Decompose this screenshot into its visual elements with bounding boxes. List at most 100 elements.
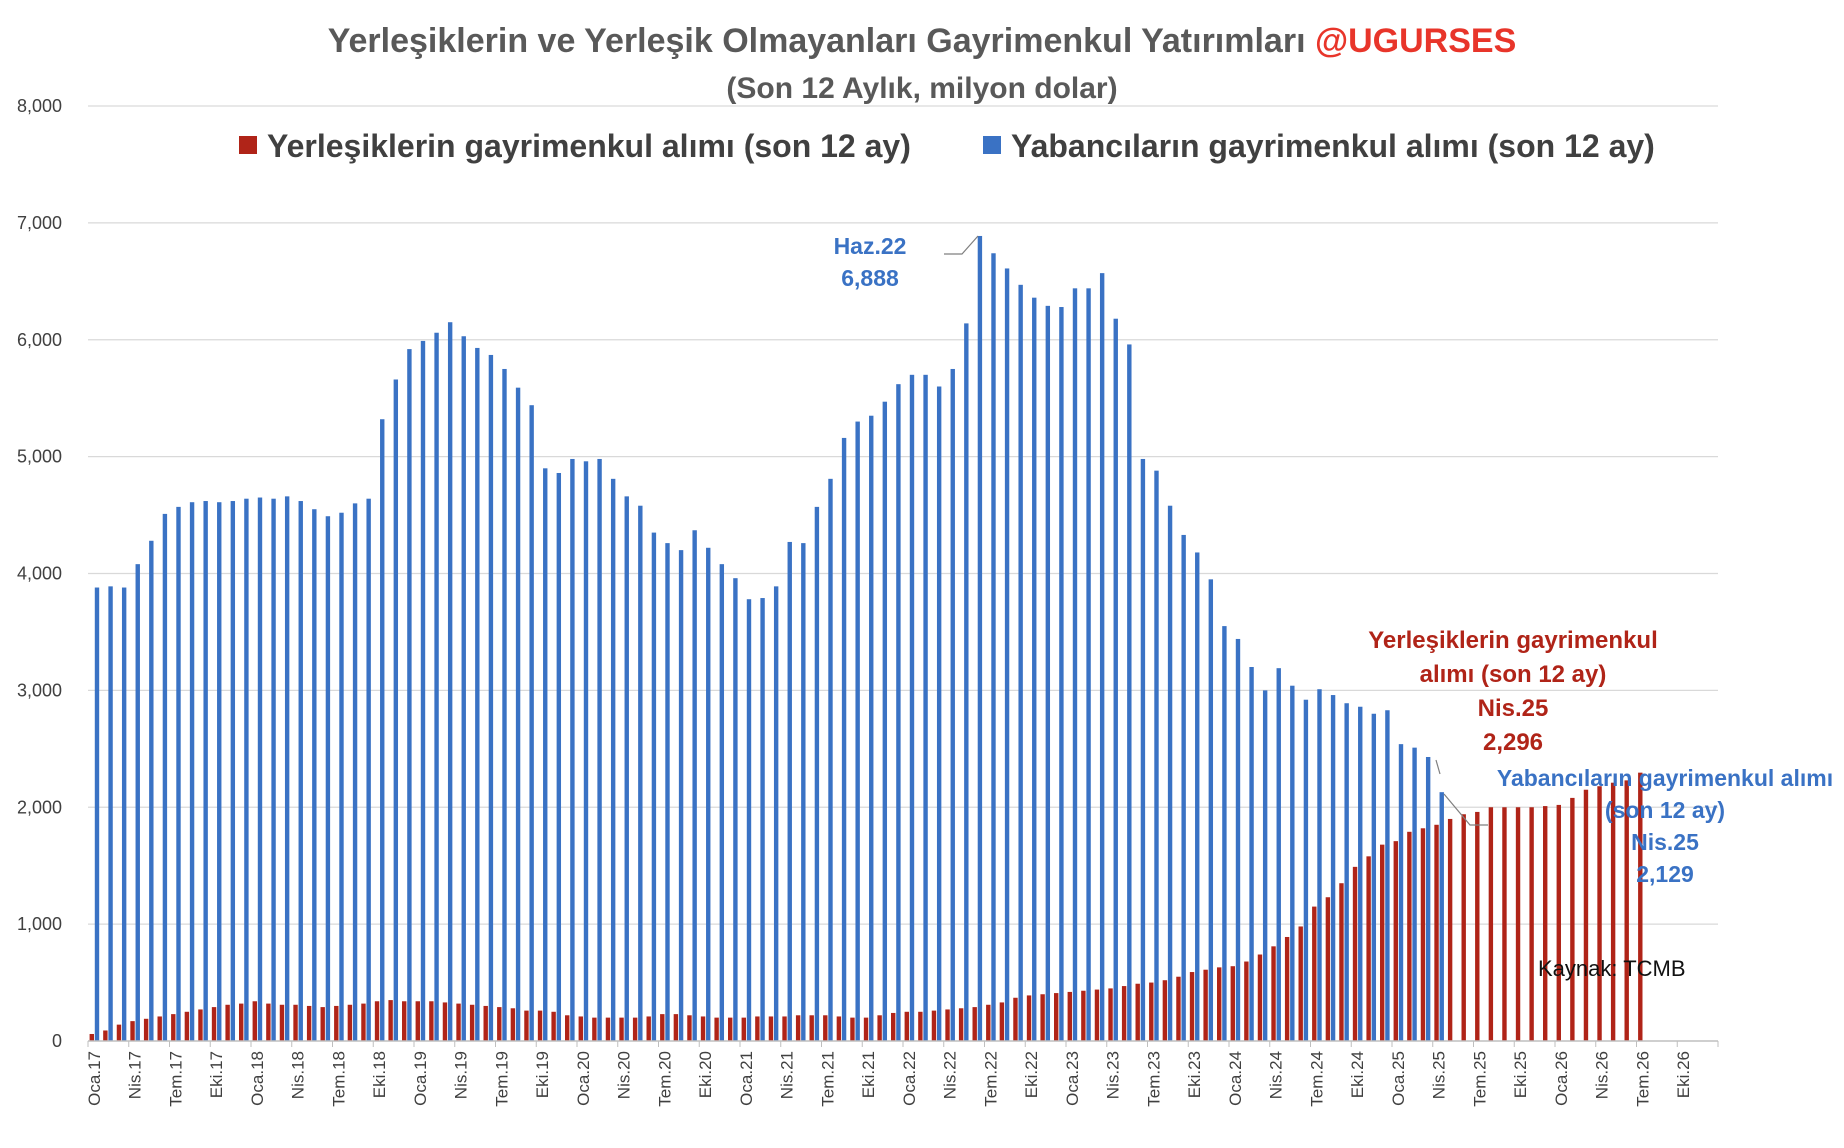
bar-yerlesikler [782,1016,787,1041]
bar-yabancilar [624,496,629,1041]
bar-yerlesikler [1434,824,1439,1041]
bar-yerlesikler [1488,807,1494,1041]
x-tick-label: Tem.20 [655,1051,674,1107]
bar-yabancilar [1371,713,1377,1041]
bar-yerlesikler [823,1015,828,1041]
bar-yerlesikler [1149,982,1154,1041]
red-annotation-line1: Yerleşiklerin gayrimenkul [1368,627,1658,654]
bar-yabancilar [1113,318,1118,1041]
x-tick-label: Tem.24 [1307,1051,1326,1107]
peak-date-label: Haz.22 [834,233,907,259]
bar-yabancilar [217,502,222,1041]
blue-leader-line [1443,793,1488,826]
bar-yabancilar [1344,703,1349,1041]
peak-value-label: 6,888 [841,265,899,291]
bar-yabancilar [162,513,168,1041]
bar-yerlesikler [143,1018,149,1041]
bar-yerlesikler [184,1011,190,1041]
chart-subtitle: (Son 12 Aylık, milyon dolar) [726,72,1117,105]
bar-yabancilar [1222,626,1227,1041]
bar-yerlesikler [1475,811,1480,1041]
bar-yabancilar [529,405,534,1041]
chart-title-main: Yerleşiklerin ve Yerleşik Olmayanları Ga… [328,22,1315,60]
bar-yabancilar [1249,667,1254,1041]
bar-yerlesikler [619,1017,624,1041]
bar-yerlesikler [320,1007,325,1041]
bar-yerlesikler [1447,818,1453,1041]
bar-yerlesikler [1570,797,1575,1041]
bar-yabancilar [896,384,901,1042]
bar-yabancilar [1018,284,1023,1042]
bar-yerlesikler [103,1030,108,1041]
bar-yabancilar [325,516,331,1041]
bar-yerlesikler [1461,814,1466,1041]
y-axis-ticks: 0 1,000 2,000 3,000 4,000 5,000 6,000 7,000 8,00… [17,96,62,1051]
bar-yerlesikler [1352,866,1358,1041]
x-tick-label: Oca.25 [1389,1051,1408,1106]
bar-yerlesikler [741,1017,746,1041]
red-series-annotation: Yerleşiklerin gayrimenkul alımı (son 12 … [1368,627,1658,775]
red-annotation-date: Nis.25 [1478,695,1549,722]
x-tick-label: Nis.20 [615,1051,634,1099]
bar-yerlesikler [1556,804,1561,1041]
bar-yabancilar [339,512,344,1041]
bar-yabancilar [1303,699,1309,1041]
bar-yabancilar [597,458,602,1041]
y-tick-label: 8,000 [17,96,62,116]
x-tick-label: Oca.24 [1226,1051,1245,1106]
bar-yerlesikler [1583,789,1589,1041]
bar-yabancilar [230,501,236,1042]
bar-yabancilar [244,498,249,1041]
bar-yerlesikler [809,1015,814,1041]
bar-yerlesikler [918,1011,923,1041]
x-tick-label: Tem.23 [1144,1051,1163,1107]
x-tick-label: Eki.21 [859,1051,878,1098]
y-tick-label: 2,000 [17,797,62,817]
bar-yabancilar [583,461,589,1041]
bar-yabancilar [1167,505,1173,1041]
bar-yabancilar [746,599,752,1041]
bar-yabancilar [977,235,983,1042]
bar-yerlesikler [1597,786,1602,1041]
bar-yerlesikler [700,1016,706,1041]
bar-yerlesikler [211,1007,217,1041]
bar-yerlesikler [116,1024,122,1041]
bar-yerlesikler [863,1017,869,1041]
bar-yabancilar [1317,689,1322,1041]
bar-yerlesikler [1638,772,1643,1041]
bar-yabancilar [284,496,290,1041]
peak-leader-line [944,235,979,255]
legend: Yerleşiklerin gayrimenkul alımı (son 12 … [239,128,1655,164]
x-tick-label: Oca.19 [411,1051,430,1106]
bar-yerlesikler [632,1017,638,1041]
bar-yerlesikler [1284,936,1290,1041]
bar-yerlesikler [1420,828,1426,1041]
bar-yabancilar [108,586,113,1041]
bar-yerlesikler [1217,967,1222,1041]
y-tick-label: 4,000 [17,564,62,584]
bar-yerlesikler [239,1003,244,1041]
bar-yabancilar [651,532,657,1041]
bar-yerlesikler [673,1014,679,1041]
bar-yerlesikler [958,1008,964,1041]
x-tick-label: Oca.23 [1063,1051,1082,1106]
bar-yabancilar [1262,690,1268,1041]
bar-yabancilar [447,322,453,1041]
bar-yabancilar [1235,638,1241,1041]
bar-yabancilar [1140,458,1146,1041]
bar-yerlesikler [850,1017,855,1041]
bar-yerlesikler [768,1016,774,1041]
bar-yabancilar [1385,710,1390,1041]
bar-yabancilar [1358,706,1363,1041]
x-tick-label: Tem.18 [329,1051,348,1107]
bar-yerlesikler [374,1001,380,1041]
bar-yabancilar [814,506,820,1042]
bar-yabancilar [298,501,303,1042]
bar-yerlesikler [1339,883,1344,1041]
bar-yabancilar [1276,668,1281,1041]
bar-yerlesikler [836,1016,842,1041]
bar-yabancilar [773,586,779,1041]
x-tick-label: Tem.17 [166,1051,185,1107]
x-tick-label: Oca.20 [574,1051,593,1106]
bar-yerlesikler [1271,946,1276,1041]
